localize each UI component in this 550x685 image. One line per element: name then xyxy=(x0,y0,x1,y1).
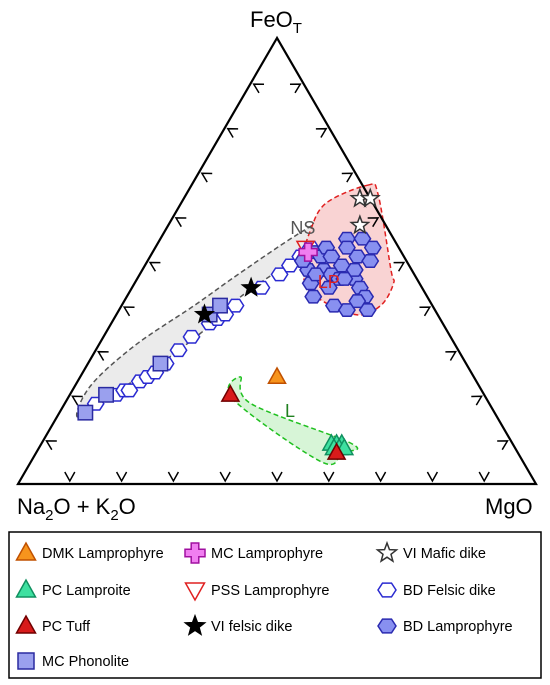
point-bd-lamprophyre xyxy=(363,240,382,255)
field-labels-layer: NS LP L xyxy=(285,218,340,421)
axis-tick xyxy=(289,83,302,94)
field-label-lp: LP xyxy=(318,272,340,292)
ticks-layer xyxy=(45,83,509,483)
point-bd-lamprophyre xyxy=(337,240,356,255)
axis-tick xyxy=(148,261,161,272)
axis-tick xyxy=(393,261,406,272)
legend-label-vi-mafic-dike: VI Mafic dike xyxy=(403,546,486,562)
point-vi-mafic-dike xyxy=(349,214,371,235)
axis-tick xyxy=(167,471,180,483)
point-vi-mafic-dike xyxy=(359,187,381,208)
point-bd-lamprophyre xyxy=(348,249,367,264)
legend-marker-dmk-lamprophyre xyxy=(15,541,37,561)
ternary-frame xyxy=(16,35,538,486)
axis-tick xyxy=(497,440,509,451)
legend-marker-mc-lamprophyre xyxy=(184,542,206,564)
legend-marker-mc-phonolite xyxy=(17,652,35,670)
point-pc-tuff xyxy=(326,442,347,460)
legend: DMK Lamprophyre PC Lamproite PC Tuff MC Pho… xyxy=(15,540,513,670)
axis-tick xyxy=(219,471,231,483)
point-bd-lamprophyre xyxy=(324,298,343,313)
point-bd-lamprophyre xyxy=(335,271,354,286)
axis-tick xyxy=(226,127,239,138)
axis-tick xyxy=(315,127,328,138)
axis-tick xyxy=(323,471,335,483)
point-mc-phonolite xyxy=(212,297,228,314)
point-bd-lamprophyre xyxy=(306,267,325,282)
axis-tick xyxy=(471,395,483,406)
axis-tick xyxy=(252,83,265,94)
legend-box xyxy=(8,531,542,679)
point-bd-lamprophyre xyxy=(332,258,351,273)
point-mc-phonolite xyxy=(98,386,115,403)
axis-tick xyxy=(71,395,83,406)
axis-tick xyxy=(115,471,128,483)
axis-tick xyxy=(45,440,57,451)
axis-tick xyxy=(419,306,432,317)
axis-tick xyxy=(478,471,490,483)
fields-layer xyxy=(75,182,395,466)
legend-marker-pss-lamprophyre xyxy=(184,582,206,602)
axis-tick xyxy=(445,350,458,361)
axis-tick xyxy=(426,471,439,483)
axis-tick xyxy=(374,471,387,483)
legend-marker-vi-felsic-dike xyxy=(183,613,207,636)
legend-label-bd-felsic-dike: BD Felsic dike xyxy=(403,583,496,599)
vertex-label-top: FeOT xyxy=(250,7,302,37)
points-layer xyxy=(77,187,382,460)
legend-label-pss-lamprophyre: PSS Lamprophyre xyxy=(211,583,329,599)
vertex-label-right: MgO xyxy=(485,494,533,519)
point-bd-felsic-dike xyxy=(226,298,245,313)
axis-tick xyxy=(122,306,135,317)
point-bd-lamprophyre xyxy=(358,303,377,318)
legend-label-bd-lamprophyre: BD Lamprophyre xyxy=(403,619,513,635)
point-vi-felsic-dike xyxy=(240,276,262,297)
axis-tick xyxy=(341,172,354,183)
vertex-label-left: Na2O + K2O xyxy=(17,494,136,524)
point-bd-felsic-dike xyxy=(182,329,201,344)
legend-marker-bd-lamprophyre xyxy=(377,618,397,634)
legend-marker-bd-felsic-dike xyxy=(377,582,397,598)
field-label-ns: NS xyxy=(290,218,315,238)
legend-marker-vi-mafic-dike xyxy=(375,540,399,563)
axis-tick xyxy=(367,217,380,228)
legend-label-mc-phonolite: MC Phonolite xyxy=(42,654,129,670)
point-pc-tuff xyxy=(220,384,241,402)
point-mc-phonolite xyxy=(152,355,169,372)
point-bd-lamprophyre xyxy=(345,262,364,277)
axis-tick xyxy=(200,172,213,183)
legend-marker-pc-tuff xyxy=(15,614,37,634)
legend-label-vi-felsic-dike: VI felsic dike xyxy=(211,619,292,635)
point-bd-lamprophyre xyxy=(319,280,338,295)
point-bd-lamprophyre xyxy=(361,254,380,268)
field-label-l: L xyxy=(285,401,295,421)
point-bd-lamprophyre xyxy=(304,289,323,304)
axis-tick xyxy=(271,471,283,483)
axis-tick xyxy=(174,217,187,228)
axis-tick xyxy=(64,471,76,483)
point-vi-felsic-dike xyxy=(193,303,216,324)
point-bd-felsic-dike xyxy=(169,343,188,358)
legend-label-dmk-lamprophyre: DMK Lamprophyre xyxy=(42,546,164,562)
point-mc-phonolite xyxy=(77,404,94,421)
legend-label-pc-lamproite: PC Lamproite xyxy=(42,583,131,599)
legend-marker-pc-lamproite xyxy=(15,578,37,598)
axis-tick xyxy=(96,350,109,361)
legend-label-mc-lamprophyre: MC Lamprophyre xyxy=(211,546,323,562)
point-mc-lamprophyre xyxy=(298,242,318,262)
point-dmk-lamprophyre xyxy=(267,366,287,385)
point-bd-lamprophyre xyxy=(348,294,367,309)
point-bd-lamprophyre xyxy=(322,249,341,264)
legend-label-pc-tuff: PC Tuff xyxy=(42,619,91,635)
